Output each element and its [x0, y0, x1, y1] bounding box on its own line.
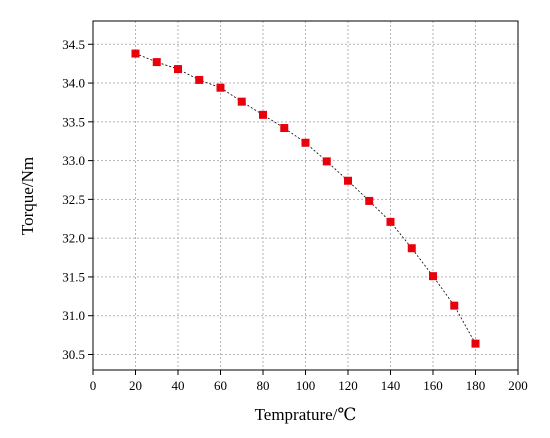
data-point — [131, 49, 140, 58]
x-tick-label: 160 — [423, 378, 443, 393]
data-point — [365, 196, 374, 205]
data-point — [322, 157, 331, 166]
x-tick-label: 120 — [338, 378, 358, 393]
data-point — [407, 244, 416, 253]
data-point — [152, 58, 161, 67]
data-point — [471, 339, 480, 348]
x-tick-label: 140 — [381, 378, 401, 393]
series-layer — [131, 49, 480, 348]
y-tick-label: 31.0 — [62, 308, 85, 323]
y-tick-label: 32.5 — [62, 192, 85, 207]
x-tick-label: 80 — [257, 378, 270, 393]
y-tick-label: 33.5 — [62, 114, 85, 129]
y-tick-label: 32.0 — [62, 231, 85, 246]
data-point — [429, 272, 437, 281]
axis-ticks: 0 20 40 60 80 100 120 140 160 180 200 30.5 31.0 31.5 3… — [62, 37, 528, 393]
data-point — [386, 217, 395, 226]
y-tick-label: 34.5 — [62, 37, 85, 52]
x-tick-label: 100 — [296, 378, 316, 393]
x-tick-label: 60 — [214, 378, 227, 393]
data-point — [195, 75, 204, 84]
data-point — [259, 110, 267, 119]
y-tick-label: 30.5 — [62, 347, 85, 362]
data-point — [216, 83, 225, 92]
x-tick-label: 0 — [90, 378, 97, 393]
y-tick-label: 33.0 — [62, 153, 85, 168]
data-point — [344, 176, 352, 185]
y-tick-label: 31.5 — [62, 269, 85, 284]
grid — [93, 21, 518, 370]
x-tick-label: 20 — [129, 378, 142, 393]
y-axis-title: Torque/Nm — [18, 157, 37, 235]
data-point — [450, 301, 459, 310]
y-tick-label: 34.0 — [62, 76, 85, 91]
x-tick-label: 40 — [172, 378, 185, 393]
x-axis-title: Temprature/℃ — [255, 405, 357, 424]
x-tick-label: 200 — [508, 378, 528, 393]
data-point — [280, 124, 289, 133]
data-point — [174, 65, 182, 74]
x-tick-label: 180 — [466, 378, 486, 393]
data-point — [237, 97, 246, 106]
data-point — [301, 138, 310, 147]
